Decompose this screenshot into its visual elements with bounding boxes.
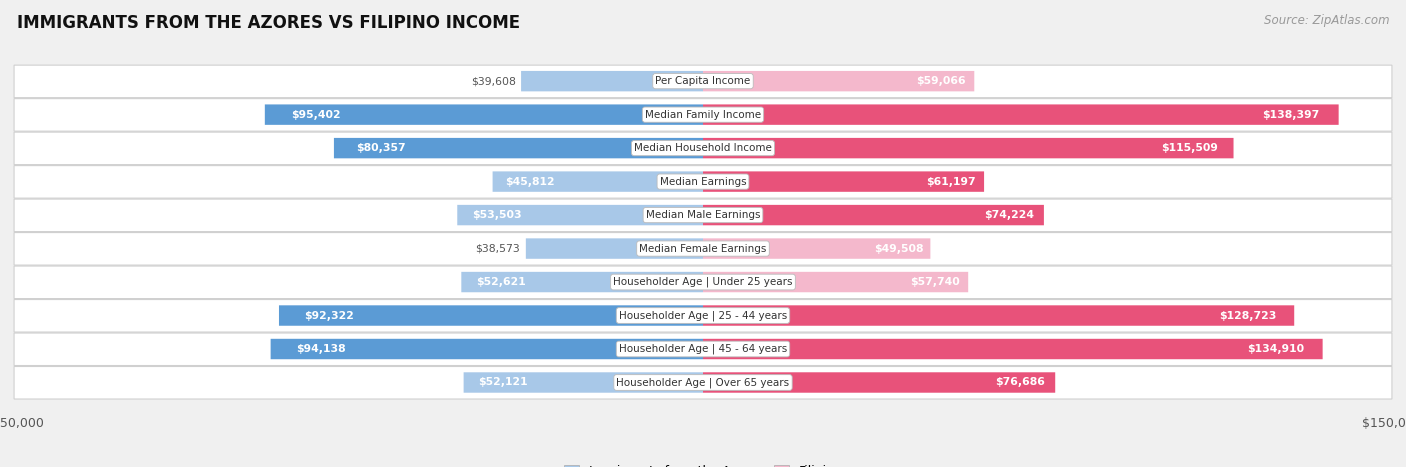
FancyBboxPatch shape xyxy=(461,272,703,292)
FancyBboxPatch shape xyxy=(703,238,931,259)
Text: Median Male Earnings: Median Male Earnings xyxy=(645,210,761,220)
Text: $94,138: $94,138 xyxy=(297,344,346,354)
Text: Median Family Income: Median Family Income xyxy=(645,110,761,120)
Text: $57,740: $57,740 xyxy=(911,277,960,287)
FancyBboxPatch shape xyxy=(14,65,1392,98)
Text: $45,812: $45,812 xyxy=(505,177,555,187)
FancyBboxPatch shape xyxy=(14,367,1392,399)
Text: $134,910: $134,910 xyxy=(1247,344,1303,354)
FancyBboxPatch shape xyxy=(703,205,1043,225)
FancyBboxPatch shape xyxy=(278,305,703,326)
FancyBboxPatch shape xyxy=(14,99,1392,131)
Text: Median Earnings: Median Earnings xyxy=(659,177,747,187)
FancyBboxPatch shape xyxy=(264,105,703,125)
Text: IMMIGRANTS FROM THE AZORES VS FILIPINO INCOME: IMMIGRANTS FROM THE AZORES VS FILIPINO I… xyxy=(17,14,520,32)
Text: $52,121: $52,121 xyxy=(478,377,527,388)
FancyBboxPatch shape xyxy=(14,333,1392,366)
Text: $80,357: $80,357 xyxy=(356,143,406,153)
FancyBboxPatch shape xyxy=(270,339,703,359)
FancyBboxPatch shape xyxy=(14,266,1392,298)
Text: $39,608: $39,608 xyxy=(471,76,516,86)
Text: $138,397: $138,397 xyxy=(1263,110,1320,120)
Text: $53,503: $53,503 xyxy=(472,210,522,220)
Text: Median Female Earnings: Median Female Earnings xyxy=(640,244,766,254)
FancyBboxPatch shape xyxy=(703,138,1233,158)
Text: $76,686: $76,686 xyxy=(995,377,1045,388)
FancyBboxPatch shape xyxy=(14,199,1392,232)
Text: Householder Age | 25 - 44 years: Householder Age | 25 - 44 years xyxy=(619,310,787,321)
FancyBboxPatch shape xyxy=(14,233,1392,265)
FancyBboxPatch shape xyxy=(703,105,1339,125)
Text: $49,508: $49,508 xyxy=(875,244,924,254)
FancyBboxPatch shape xyxy=(14,299,1392,332)
FancyBboxPatch shape xyxy=(703,339,1323,359)
Text: $92,322: $92,322 xyxy=(305,311,354,320)
FancyBboxPatch shape xyxy=(522,71,703,92)
Text: $38,573: $38,573 xyxy=(475,244,520,254)
FancyBboxPatch shape xyxy=(457,205,703,225)
FancyBboxPatch shape xyxy=(335,138,703,158)
FancyBboxPatch shape xyxy=(464,372,703,393)
FancyBboxPatch shape xyxy=(703,305,1294,326)
Text: Source: ZipAtlas.com: Source: ZipAtlas.com xyxy=(1264,14,1389,27)
Text: $128,723: $128,723 xyxy=(1219,311,1277,320)
FancyBboxPatch shape xyxy=(492,171,703,192)
Text: Householder Age | Under 25 years: Householder Age | Under 25 years xyxy=(613,277,793,287)
Text: Median Household Income: Median Household Income xyxy=(634,143,772,153)
Text: $115,509: $115,509 xyxy=(1161,143,1218,153)
Legend: Immigrants from the Azores, Filipino: Immigrants from the Azores, Filipino xyxy=(558,460,848,467)
Text: $59,066: $59,066 xyxy=(917,76,966,86)
FancyBboxPatch shape xyxy=(526,238,703,259)
FancyBboxPatch shape xyxy=(703,71,974,92)
Text: $74,224: $74,224 xyxy=(984,210,1033,220)
Text: $61,197: $61,197 xyxy=(927,177,976,187)
Text: $95,402: $95,402 xyxy=(291,110,340,120)
Text: Per Capita Income: Per Capita Income xyxy=(655,76,751,86)
FancyBboxPatch shape xyxy=(703,372,1056,393)
FancyBboxPatch shape xyxy=(703,272,969,292)
Text: $52,621: $52,621 xyxy=(475,277,526,287)
FancyBboxPatch shape xyxy=(703,171,984,192)
Text: Householder Age | Over 65 years: Householder Age | Over 65 years xyxy=(616,377,790,388)
FancyBboxPatch shape xyxy=(14,132,1392,165)
Text: Householder Age | 45 - 64 years: Householder Age | 45 - 64 years xyxy=(619,344,787,354)
FancyBboxPatch shape xyxy=(14,166,1392,198)
